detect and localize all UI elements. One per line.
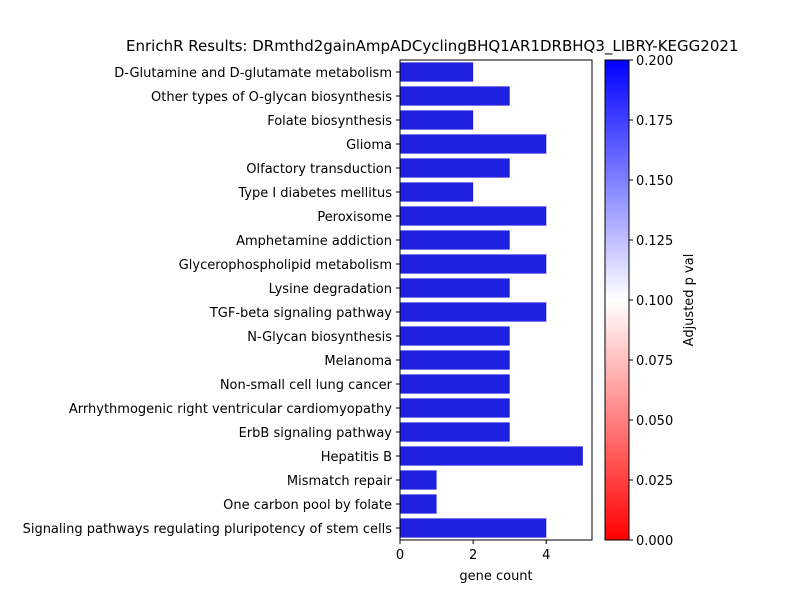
- y-tick-label: Arrhythmogenic right ventricular cardiom…: [69, 402, 392, 417]
- bar: [400, 494, 437, 514]
- chart-title: EnrichR Results: DRmthd2gainAmpADCycling…: [126, 37, 738, 56]
- colorbar-tick-label: 0.200: [636, 54, 673, 69]
- y-tick-label: Folate biosynthesis: [267, 114, 392, 129]
- y-tick-label: Peroxisome: [317, 210, 392, 225]
- y-tick-label: Melanoma: [324, 354, 392, 369]
- y-tick-label: Amphetamine addiction: [236, 234, 392, 249]
- colorbar-ticks: 0.000 0.025 0.050 0.075 0.100 0.125 0.150 0.175…: [629, 54, 673, 549]
- y-tick-label: ErbB signaling pathway: [239, 426, 393, 441]
- y-tick-label: Lysine degradation: [269, 282, 392, 297]
- y-tick-label: One carbon pool by folate: [223, 498, 392, 513]
- colorbar: [604, 59, 630, 541]
- bar: [400, 86, 510, 106]
- y-tick-label: Non-small cell lung cancer: [220, 378, 393, 393]
- colorbar-tick-label: 0.150: [636, 174, 673, 189]
- y-tick-label: D-Glutamine and D-glutamate metabolism: [114, 66, 392, 81]
- y-tick-label: Other types of O-glycan biosynthesis: [151, 90, 392, 105]
- bar: [400, 134, 547, 154]
- plot-frame: [399, 59, 593, 541]
- colorbar-tick-label: 0.175: [636, 114, 673, 129]
- bar: [400, 518, 547, 538]
- bar: [400, 110, 474, 130]
- y-tick-label: Glycerophospholipid metabolism: [179, 258, 392, 273]
- bar-group: [400, 62, 583, 538]
- bar: [400, 422, 510, 442]
- x-tick-label: 0: [396, 548, 404, 563]
- y-tick-label: Type I diabetes mellitus: [237, 186, 392, 201]
- y-tick-label: Signaling pathways regulating pluripoten…: [23, 522, 393, 537]
- y-tick-label: Glioma: [346, 138, 392, 153]
- bar: [400, 254, 547, 274]
- y-tick-label: Mismatch repair: [287, 474, 393, 489]
- x-tick-label: 4: [542, 548, 550, 563]
- y-tick-label: Hepatitis B: [321, 450, 392, 465]
- colorbar-tick-label: 0.075: [636, 354, 673, 369]
- colorbar-tick-label: 0.100: [636, 294, 673, 309]
- bar: [400, 158, 510, 178]
- x-tick-label: 2: [469, 548, 477, 563]
- bar: [400, 350, 510, 370]
- bar: [400, 326, 510, 346]
- colorbar-tick-label: 0.000: [636, 534, 673, 549]
- y-tick-labels: D-Glutamine and D-glutamate metabolism Ot…: [23, 66, 400, 537]
- bar: [400, 182, 474, 202]
- x-axis-title: gene count: [459, 569, 532, 584]
- y-tick-label: N-Glycan biosynthesis: [247, 330, 392, 345]
- bar: [400, 230, 510, 250]
- bar: [400, 278, 510, 298]
- bar: [400, 446, 583, 466]
- colorbar-tick-label: 0.050: [636, 414, 673, 429]
- y-tick-label: TGF-beta signaling pathway: [209, 306, 392, 321]
- colorbar-tick-label: 0.025: [636, 474, 673, 489]
- colorbar-label: Adjusted p val: [682, 254, 697, 347]
- bar: [400, 374, 510, 394]
- x-axis: 0 2 4: [396, 540, 550, 563]
- bar: [400, 398, 510, 418]
- bar: [400, 302, 547, 322]
- bar: [400, 206, 547, 226]
- bar: [400, 470, 437, 490]
- y-tick-label: Olfactory transduction: [246, 162, 392, 177]
- bar: [400, 62, 474, 82]
- colorbar-tick-label: 0.125: [636, 234, 673, 249]
